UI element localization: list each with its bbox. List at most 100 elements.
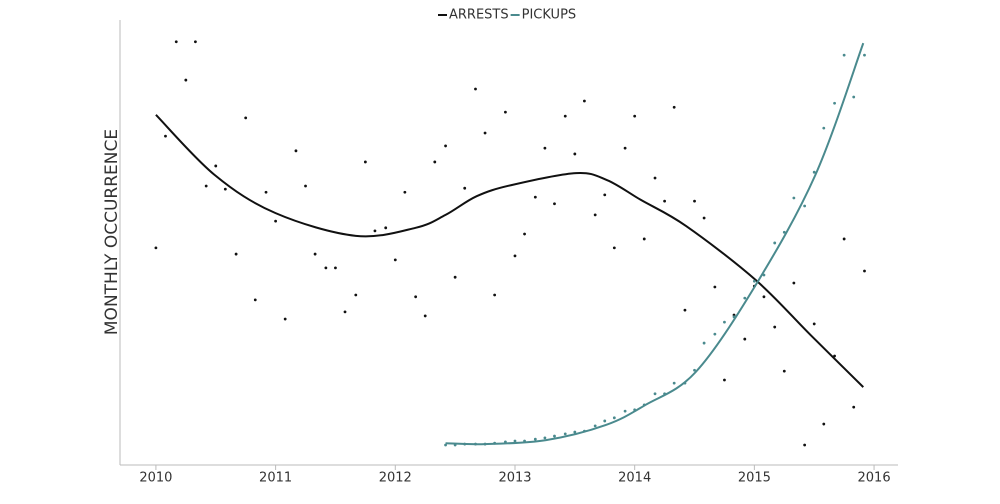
x-tick-label: 2016 <box>858 471 891 486</box>
point <box>822 422 826 426</box>
trend-line <box>155 114 864 388</box>
point <box>214 164 218 168</box>
point <box>294 149 298 153</box>
point <box>842 53 846 57</box>
point <box>513 439 517 443</box>
point <box>523 232 526 236</box>
y-axis-label: MONTHLY OCCURRENCE <box>102 129 122 335</box>
point <box>852 95 856 99</box>
point <box>743 296 747 300</box>
point <box>444 144 447 148</box>
point <box>803 443 807 447</box>
point <box>822 126 826 130</box>
point <box>773 241 777 245</box>
point <box>533 437 537 441</box>
point <box>433 160 437 164</box>
point <box>683 308 687 312</box>
point <box>752 279 756 283</box>
point <box>863 53 866 57</box>
point <box>513 254 517 258</box>
point <box>723 378 726 382</box>
point <box>343 310 347 314</box>
point <box>304 184 307 188</box>
point <box>713 285 717 289</box>
point <box>553 202 556 206</box>
point <box>234 252 238 256</box>
x-tick-label: 2011 <box>259 471 292 486</box>
point <box>403 190 407 194</box>
point <box>693 199 696 203</box>
point <box>334 266 337 270</box>
point <box>812 170 816 174</box>
point <box>453 275 457 279</box>
point <box>762 295 766 299</box>
point <box>603 419 607 423</box>
point <box>264 190 268 194</box>
point <box>393 258 397 262</box>
point <box>244 116 248 120</box>
point <box>792 196 796 200</box>
point <box>713 332 717 336</box>
x-tick-label: 2010 <box>139 471 172 486</box>
point <box>693 368 696 372</box>
x-tick-label: 2014 <box>618 471 651 486</box>
point <box>642 237 646 241</box>
point <box>553 434 556 438</box>
point <box>493 293 497 297</box>
point <box>863 269 866 273</box>
point <box>184 78 188 82</box>
point <box>593 424 597 428</box>
legend-label: PICKUPS <box>522 8 577 23</box>
point <box>773 325 777 329</box>
point <box>384 226 388 230</box>
point <box>533 195 537 199</box>
point <box>194 40 197 44</box>
point <box>623 409 627 413</box>
point <box>204 184 208 188</box>
point <box>274 219 277 223</box>
point <box>702 341 706 345</box>
point <box>852 405 856 409</box>
point <box>792 281 796 285</box>
point <box>504 110 507 114</box>
point <box>842 237 846 241</box>
point <box>782 369 786 373</box>
point <box>483 131 487 135</box>
point <box>623 146 627 150</box>
point <box>723 320 726 324</box>
point <box>833 354 836 358</box>
point <box>363 160 367 164</box>
point <box>174 40 178 44</box>
point <box>833 101 836 105</box>
point <box>593 213 597 217</box>
point <box>702 216 706 220</box>
point <box>663 199 666 203</box>
point <box>414 295 418 299</box>
point <box>812 322 816 326</box>
point <box>223 187 227 191</box>
trend-line <box>445 42 865 446</box>
x-tick-label: 2015 <box>738 471 771 486</box>
point <box>164 134 167 138</box>
point <box>354 293 358 297</box>
point <box>543 146 547 150</box>
point <box>444 443 447 447</box>
point <box>543 436 547 440</box>
point <box>633 114 637 118</box>
legend-label: ARRESTS <box>449 8 509 23</box>
point <box>573 152 577 156</box>
point <box>373 229 377 233</box>
x-tick-label: 2013 <box>498 471 531 486</box>
point <box>612 416 616 420</box>
point <box>803 204 807 208</box>
point <box>603 193 607 197</box>
point <box>283 317 287 321</box>
point <box>563 432 567 436</box>
point <box>612 246 616 250</box>
point <box>154 246 158 250</box>
point <box>313 252 317 256</box>
point <box>573 430 577 434</box>
point <box>653 392 657 396</box>
point <box>672 105 676 109</box>
